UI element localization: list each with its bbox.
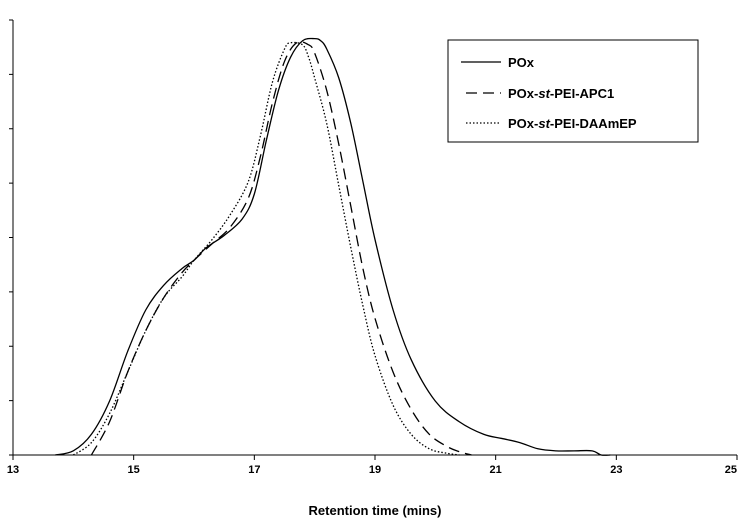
series-group bbox=[55, 37, 611, 456]
y-axis-ticks bbox=[9, 19, 13, 456]
x-axis-title: Retention time (mins) bbox=[309, 503, 442, 518]
legend-label-apc1: POx-st-PEI-APC1 bbox=[508, 86, 614, 101]
x-tick-labels: 13 15 17 19 21 23 25 bbox=[7, 464, 737, 476]
legend: POx POx-st-PEI-APC1 POx-st-PEI-DAAmEP bbox=[447, 39, 699, 143]
legend-label-part: -PEI-APC1 bbox=[550, 86, 614, 101]
legend-label-part: D bbox=[580, 116, 589, 131]
x-tick-label: 25 bbox=[725, 464, 737, 476]
legend-box bbox=[447, 39, 699, 143]
legend-label-part: st bbox=[538, 86, 550, 101]
x-tick-label: 17 bbox=[248, 464, 260, 476]
legend-label-part: POx- bbox=[508, 86, 538, 101]
legend-label-part: AAmEP bbox=[589, 116, 637, 131]
x-tick-label: 15 bbox=[128, 464, 140, 476]
legend-label-part: POx- bbox=[508, 116, 538, 131]
x-tick-label: 13 bbox=[7, 464, 19, 476]
series-line-1 bbox=[90, 41, 472, 456]
x-tick-label: 19 bbox=[369, 464, 381, 476]
legend-label-part: POx bbox=[508, 55, 535, 70]
x-tick-label: 21 bbox=[490, 464, 502, 476]
series-line-0 bbox=[55, 37, 611, 456]
x-axis-ticks bbox=[12, 455, 738, 460]
legend-label-pox: POx bbox=[508, 55, 535, 70]
legend-label-part: st bbox=[538, 116, 550, 131]
legend-label-daamep: POx-st-PEI-DAAmEP bbox=[508, 116, 637, 131]
x-tick-label: 23 bbox=[610, 464, 622, 476]
legend-label-part: -PEI- bbox=[550, 116, 580, 131]
